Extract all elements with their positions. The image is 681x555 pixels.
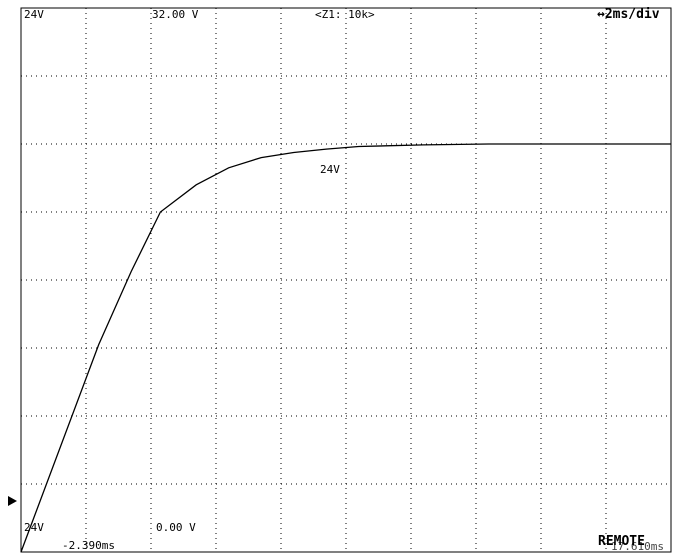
bottom-voltage-readout: 0.00 V [156,521,196,534]
waveform-trace [20,143,671,553]
plot-border [20,7,672,553]
channel-ground-marker[interactable] [8,496,17,506]
timebase-readout[interactable]: ↔2ms/div [597,7,660,22]
trace-level-label: 24V [320,163,340,176]
bottom-left-scale-label: 24V [24,521,44,534]
top-voltage-readout: 32.00 V [152,8,199,21]
zoom-indicator: <Z1: 10k> [315,8,375,21]
remote-status-badge: REMOTE [598,534,645,549]
graticule [21,8,671,552]
top-left-scale-label: 24V [24,8,44,21]
end-time-readout: 17.610ms [611,540,664,553]
start-time-readout: -2.390ms [62,539,115,552]
